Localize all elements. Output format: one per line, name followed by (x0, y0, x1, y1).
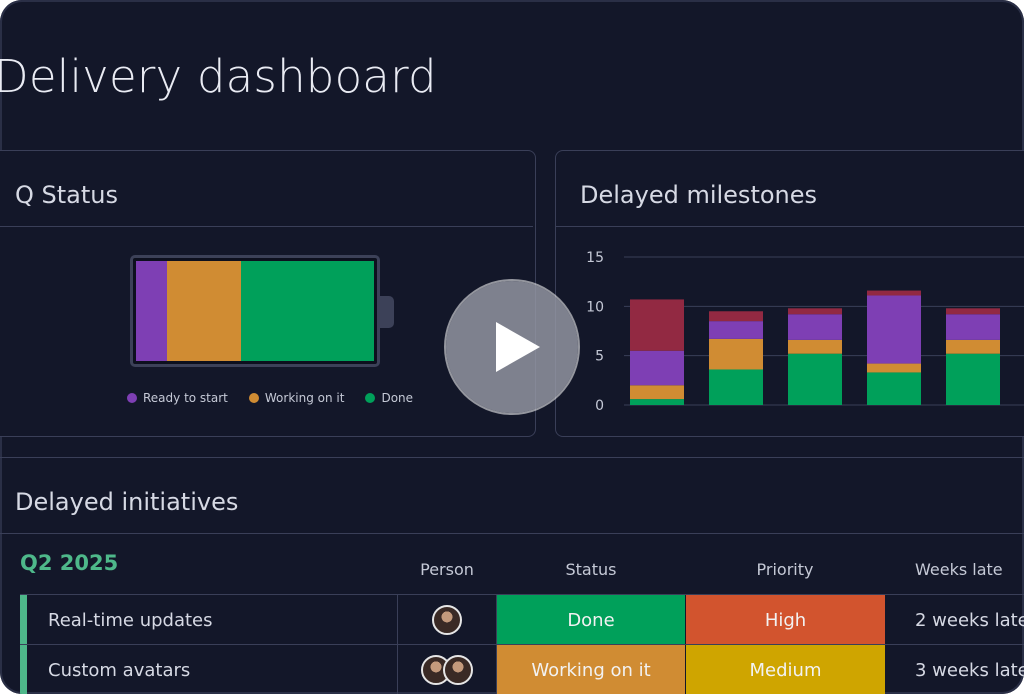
table-row[interactable]: Real-time updates Done High 2 weeks late (20, 594, 1024, 645)
weeks-late-cell[interactable]: 2 weeks late (915, 609, 1024, 631)
bar-segment[interactable] (867, 290, 921, 296)
legend-item-ready: Ready to start (127, 391, 228, 405)
avatar[interactable] (432, 605, 462, 635)
q-status-title: Q Status (15, 181, 118, 209)
divider (0, 533, 1024, 534)
bar-segment[interactable] (630, 399, 684, 405)
bar-segment[interactable] (946, 353, 1000, 405)
page-title: Delivery dashboard (0, 50, 437, 103)
legend-item-done: Done (365, 391, 413, 405)
y-tick-label: 5 (595, 349, 604, 365)
bar-segment[interactable] (709, 321, 763, 339)
delayed-milestones-chart: 15 10 5 0 (586, 250, 1024, 414)
battery-segment-ready (136, 261, 167, 361)
bar-segment[interactable] (630, 350, 684, 386)
status-legend: Ready to start Working on it Done (127, 391, 434, 405)
bar-segment[interactable] (946, 308, 1000, 315)
bar-segment[interactable] (867, 295, 921, 364)
legend-label: Ready to start (143, 391, 228, 405)
y-tick-label: 0 (595, 398, 604, 414)
column-header-priority[interactable]: Priority (756, 560, 814, 579)
group-label[interactable]: Q2 2025 (20, 551, 119, 575)
bar-segment[interactable] (946, 314, 1000, 340)
battery-tip (380, 296, 394, 328)
status-cell[interactable]: Done (497, 595, 685, 645)
weeks-late-cell[interactable]: 3 weeks late (915, 659, 1024, 681)
legend-dot (127, 393, 137, 403)
bar-segment[interactable] (788, 353, 842, 405)
bar-segment[interactable] (709, 338, 763, 370)
play-button[interactable] (446, 281, 578, 413)
bar-segment[interactable] (867, 372, 921, 405)
bar-segment[interactable] (630, 385, 684, 400)
y-tick-label: 10 (586, 299, 604, 315)
divider (0, 457, 1024, 458)
divider (0, 226, 533, 227)
battery-segment-done (240, 261, 374, 361)
priority-cell[interactable]: Medium (685, 645, 885, 694)
divider (556, 226, 1024, 227)
legend-label: Done (381, 391, 414, 405)
bar-segment[interactable] (946, 339, 1000, 354)
table-row[interactable]: Custom avatars Working on it Medium 3 we… (20, 644, 1024, 694)
status-battery (130, 255, 380, 367)
column-header-status[interactable]: Status (565, 560, 617, 579)
bar-segment[interactable] (788, 314, 842, 340)
person-cell[interactable] (397, 595, 497, 645)
bar-segment[interactable] (709, 369, 763, 405)
legend-item-working: Working on it (248, 391, 345, 405)
person-cell[interactable] (397, 645, 497, 694)
legend-dot (365, 393, 376, 403)
status-cell[interactable]: Working on it (497, 645, 685, 694)
priority-cell[interactable]: High (685, 595, 885, 645)
delayed-milestones-title: Delayed milestones (580, 181, 818, 209)
battery-segment-working (166, 261, 241, 361)
column-header-weeks-late[interactable]: Weeks late (915, 560, 1003, 579)
column-header-person[interactable]: Person (420, 560, 474, 579)
row-color-indicator (20, 595, 27, 645)
bar-segment[interactable] (788, 339, 842, 354)
bar-segment[interactable] (788, 308, 842, 315)
delayed-initiatives-title: Delayed initiatives (15, 488, 239, 516)
play-icon (496, 322, 540, 372)
legend-dot (248, 393, 259, 403)
row-color-indicator (20, 645, 27, 694)
avatar[interactable] (443, 655, 473, 685)
y-tick-label: 15 (586, 250, 604, 266)
bar-segment[interactable] (867, 363, 921, 373)
row-name[interactable]: Custom avatars (48, 659, 191, 681)
row-name[interactable]: Real-time updates (48, 609, 213, 631)
legend-label: Working on it (264, 391, 345, 405)
bar-segment[interactable] (709, 311, 763, 322)
bar-segment[interactable] (630, 299, 684, 351)
